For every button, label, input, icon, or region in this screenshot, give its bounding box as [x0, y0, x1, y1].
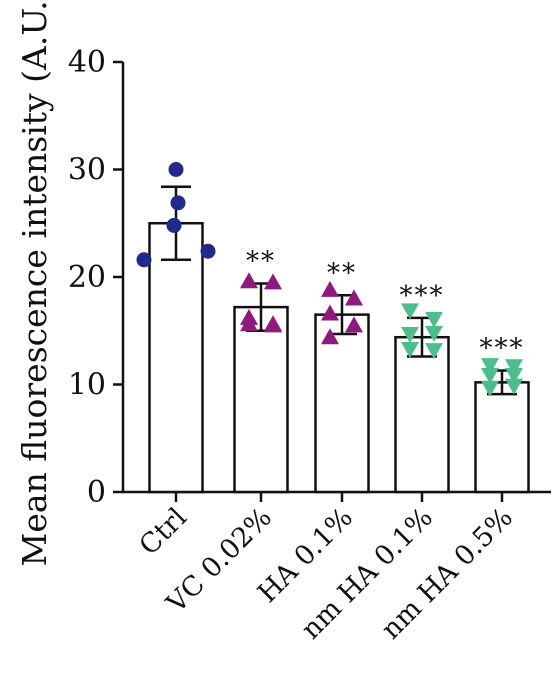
data-point — [345, 289, 363, 306]
data-point — [321, 280, 339, 297]
data-point — [401, 326, 419, 343]
data-point — [401, 303, 419, 320]
bar — [233, 305, 289, 494]
y-tick-label: 30 — [68, 153, 106, 188]
data-point — [401, 342, 419, 359]
significance-label: *** — [480, 334, 525, 364]
data-point — [321, 304, 339, 321]
data-point — [425, 325, 443, 342]
data-point — [345, 316, 363, 333]
x-tick-label: Ctrl — [134, 502, 193, 561]
data-point — [166, 217, 182, 233]
data-point — [168, 162, 184, 177]
y-ticks: 0 10 20 30 40 — [68, 45, 123, 510]
data-point — [481, 380, 499, 397]
bar — [474, 381, 530, 494]
data-points — [136, 162, 523, 397]
data-point — [200, 243, 216, 259]
bar — [394, 335, 450, 494]
y-tick-label: 20 — [68, 260, 106, 295]
data-point — [505, 378, 523, 395]
bar — [148, 222, 204, 494]
data-point — [425, 343, 443, 360]
y-tick-label: 10 — [68, 368, 106, 403]
data-point — [481, 367, 499, 384]
y-tick-label: 0 — [87, 475, 106, 510]
y-tick-label: 40 — [68, 45, 106, 80]
data-point — [240, 272, 258, 289]
data-point — [170, 195, 186, 211]
significance-label: ** — [246, 246, 276, 276]
data-point — [321, 328, 339, 345]
significance-label: *** — [400, 281, 445, 311]
data-point — [264, 315, 282, 332]
y-axis-title: Mean fluorescence intensity (A.U.) — [15, 0, 54, 566]
data-point — [505, 367, 523, 384]
data-point — [481, 358, 499, 375]
data-point — [240, 315, 258, 332]
data-point — [136, 252, 152, 268]
data-point — [505, 359, 523, 376]
significance-labels: ** ******** — [246, 246, 525, 364]
data-point — [264, 273, 282, 290]
data-point — [425, 311, 443, 328]
significance-label: ** — [327, 258, 357, 288]
